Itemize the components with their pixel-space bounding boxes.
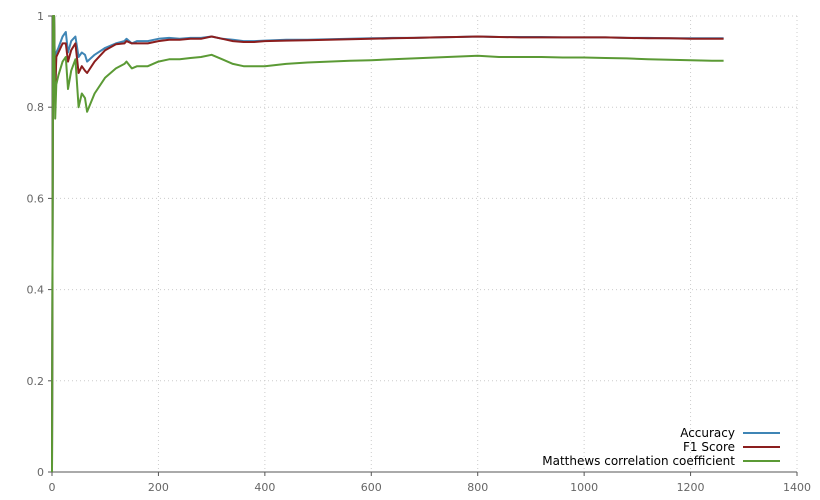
x-tick-label: 1200 — [677, 481, 705, 494]
x-tick-label: 600 — [361, 481, 382, 494]
y-tick-label: 1 — [37, 10, 44, 23]
x-tick-label: 0 — [49, 481, 56, 494]
series-line-2 — [51, 15, 724, 473]
x-tick-label: 800 — [467, 481, 488, 494]
legend-label-2: Matthews correlation coefficient — [542, 454, 735, 468]
y-tick-label: 0.4 — [27, 284, 45, 297]
y-tick-label: 0.8 — [27, 101, 45, 114]
y-tick-label: 0.6 — [27, 192, 45, 205]
x-tick-label: 1000 — [570, 481, 598, 494]
series-line-1 — [51, 15, 724, 473]
x-tick-label: 200 — [148, 481, 169, 494]
x-tick-label: 1400 — [783, 481, 811, 494]
y-tick-label: 0.2 — [27, 375, 45, 388]
grid-lines — [52, 15, 798, 472]
series-lines — [51, 15, 724, 473]
x-tick-label: 400 — [254, 481, 275, 494]
axes — [48, 15, 798, 476]
y-tick-label: 0 — [37, 466, 44, 479]
series-line-0 — [51, 15, 724, 473]
legend-label-0: Accuracy — [680, 426, 735, 440]
tick-labels: 0 200 400 600 800 1000 1200 1400 0 0.2 0.4 0.6 0.8 1 — [27, 10, 812, 494]
legend-label-1: F1 Score — [683, 440, 735, 454]
